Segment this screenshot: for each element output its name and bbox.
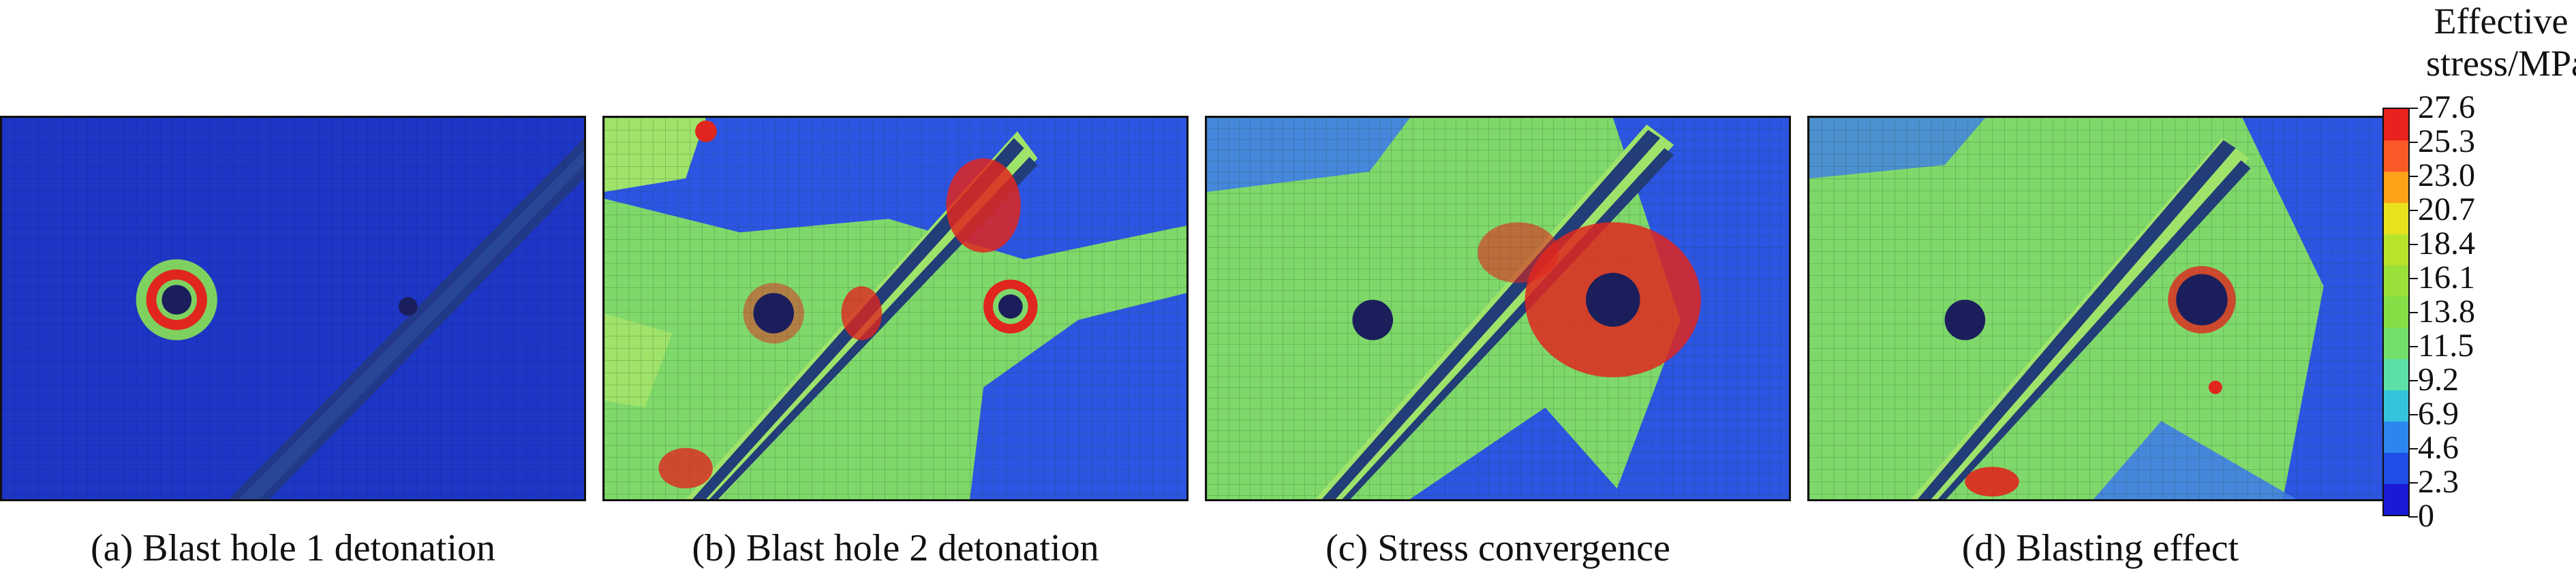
tick-label: 4.6 [2408, 430, 2459, 466]
tick-label: 27.6 [2408, 89, 2475, 125]
panel-b-caption: (b) Blast hole 2 detonation [692, 527, 1099, 569]
panel-d-contour-plot [1807, 116, 2393, 501]
panel-d-caption: (d) Blasting effect [1961, 527, 2239, 569]
panel-a-caption: (a) Blast hole 1 detonation [90, 527, 496, 569]
color-band [2384, 109, 2408, 141]
color-band [2384, 484, 2408, 515]
color-band [2384, 171, 2408, 204]
panel-c-contour-plot [1205, 116, 1791, 501]
tick-label: 2.3 [2408, 464, 2459, 500]
legend-title: Effective stress/MPa [2426, 0, 2576, 84]
color-band [2384, 265, 2408, 297]
color-scale-bar [2382, 108, 2410, 516]
color-band [2384, 358, 2408, 391]
color-band [2384, 421, 2408, 453]
legend-title-line2: stress/MPa [2426, 43, 2576, 84]
tick-label: 13.8 [2408, 294, 2475, 330]
panel-b-contour-plot [602, 116, 1189, 501]
tick-label: 16.1 [2408, 259, 2475, 296]
tick-label: 25.3 [2408, 123, 2475, 159]
color-band [2384, 296, 2408, 328]
tick-label: 23.0 [2408, 157, 2475, 193]
tick-label: 9.2 [2408, 362, 2459, 398]
legend-title-line1: Effective [2434, 1, 2569, 42]
tick-label: 11.5 [2408, 328, 2474, 364]
color-band [2384, 390, 2408, 422]
color-band [2384, 327, 2408, 360]
panel-a-contour-plot [0, 116, 586, 501]
color-band [2384, 452, 2408, 484]
tick-label: 6.9 [2408, 396, 2459, 432]
tick-label: 0 [2408, 498, 2434, 534]
color-band [2384, 202, 2408, 234]
color-band [2384, 234, 2408, 266]
panel-c-caption: (c) Stress convergence [1325, 527, 1670, 569]
color-band [2384, 140, 2408, 172]
tick-label: 18.4 [2408, 225, 2475, 262]
tick-label: 20.7 [2408, 191, 2475, 227]
